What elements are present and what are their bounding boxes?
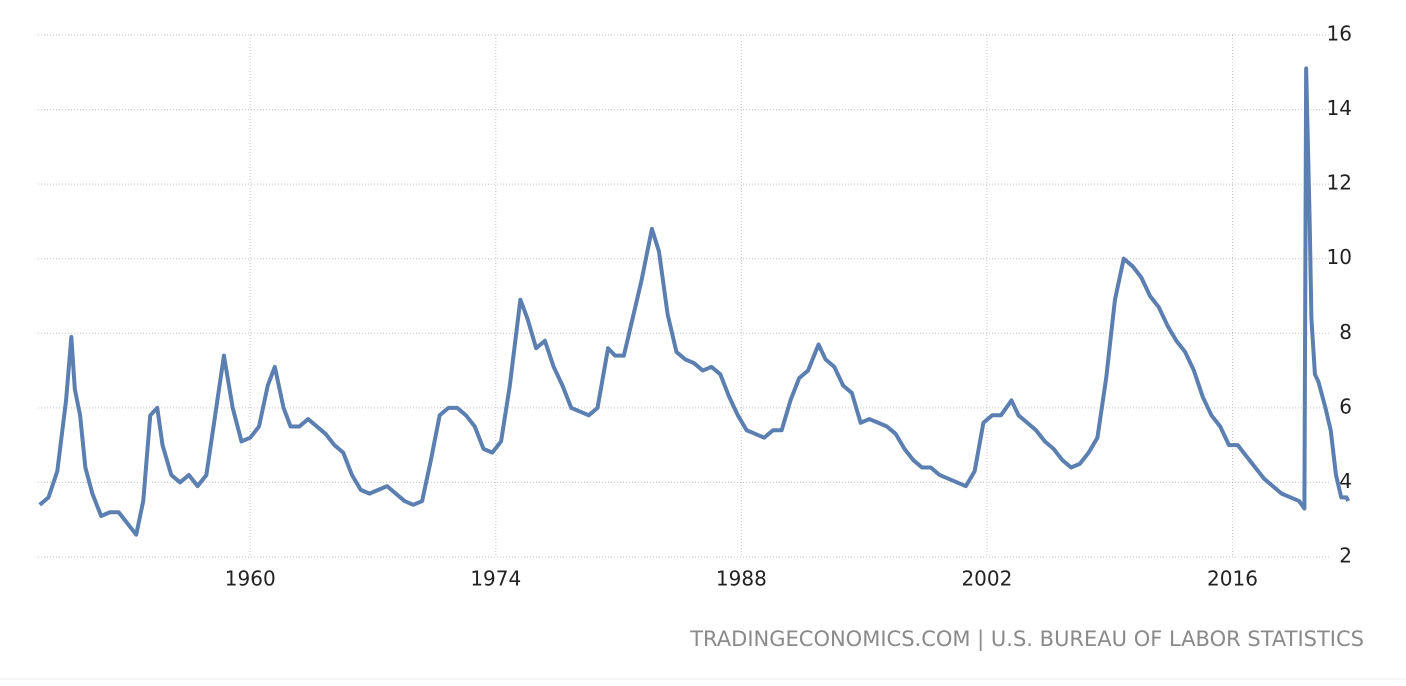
y-tick-label: 6: [1339, 394, 1352, 418]
y-tick-label: 4: [1339, 469, 1352, 493]
x-tick-label: 2002: [961, 567, 1012, 591]
x-tick-label: 2016: [1207, 567, 1258, 591]
x-tick-label: 1960: [225, 567, 276, 591]
y-tick-label: 12: [1327, 171, 1352, 195]
x-tick-label: 1974: [470, 567, 521, 591]
source: TRADINGECONOMICS.COM | U.S. BUREAU OF LA…: [689, 627, 1364, 652]
x-tick-label: 1988: [716, 567, 767, 591]
y-tick-label: 10: [1327, 245, 1352, 269]
y-tick-label: 14: [1327, 96, 1352, 120]
data-line: [38, 66, 1351, 537]
y-tick-label: 16: [1327, 22, 1352, 46]
y-tick-label: 2: [1339, 544, 1352, 568]
y-tick-label: 8: [1339, 320, 1352, 344]
